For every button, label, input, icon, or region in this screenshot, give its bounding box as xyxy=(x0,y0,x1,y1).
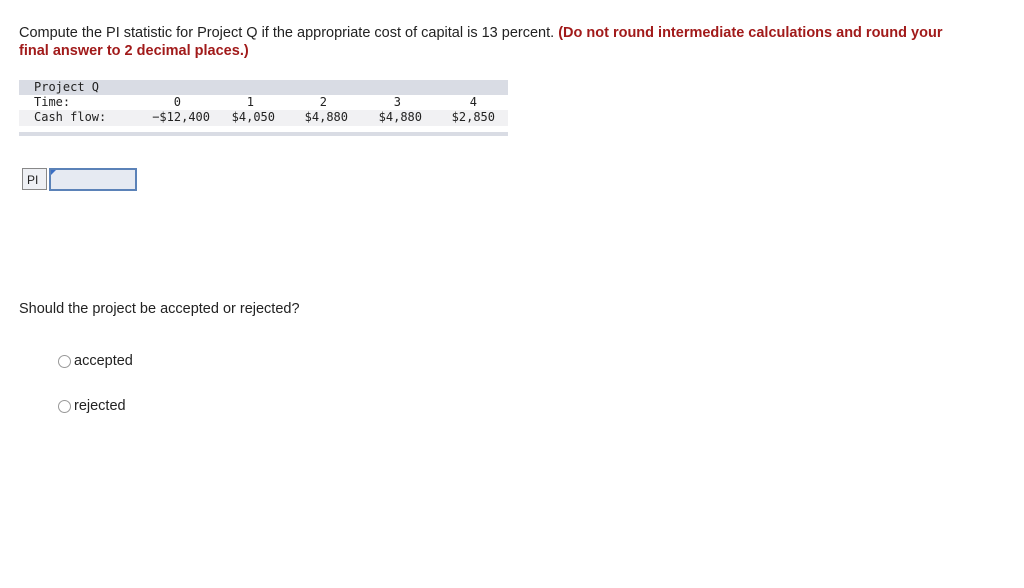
cash-flow-cell: $4,050 xyxy=(231,110,275,124)
cash-flow-cell: $4,880 xyxy=(378,110,422,124)
radio-button[interactable] xyxy=(58,399,71,413)
option-label: accepted xyxy=(74,353,133,369)
table-title-row: Project Q xyxy=(19,80,508,95)
cash-flow-label: Cash flow: xyxy=(34,110,107,124)
time-cell: 4 xyxy=(469,95,477,109)
option-accepted[interactable]: accepted xyxy=(58,353,133,369)
time-cell: 1 xyxy=(246,95,254,109)
decision-question: Should the project be accepted or reject… xyxy=(19,301,300,317)
table-title: Project Q xyxy=(34,80,100,94)
radio-button[interactable] xyxy=(58,354,71,368)
pi-label: PI xyxy=(22,168,47,190)
pi-answer-input[interactable] xyxy=(49,168,137,191)
time-cell: 2 xyxy=(319,95,327,109)
time-label: Time: xyxy=(34,95,71,109)
cash-flow-cell: $4,880 xyxy=(304,110,348,124)
question-text: Compute the PI statistic for Project Q i… xyxy=(19,25,943,59)
cash-flow-cell: $2,850 xyxy=(451,110,495,124)
option-label: rejected xyxy=(74,398,126,414)
time-cell: 3 xyxy=(393,95,401,109)
time-cell: 0 xyxy=(173,95,181,109)
instruction-emphasis: (Do not round intermediate calculations … xyxy=(19,25,943,59)
cash-flow-row: Cash flow: −$12,400 $4,050 $4,880 $4,880… xyxy=(19,110,508,126)
cash-flow-cell: −$12,400 xyxy=(152,110,210,124)
time-row: Time: 0 1 2 3 4 xyxy=(19,95,508,110)
cash-flow-table: Project Q Time: 0 1 2 3 4 Cash flow: −$1… xyxy=(19,80,508,126)
option-rejected[interactable]: rejected xyxy=(58,398,126,414)
table-bottom-divider xyxy=(19,132,508,136)
